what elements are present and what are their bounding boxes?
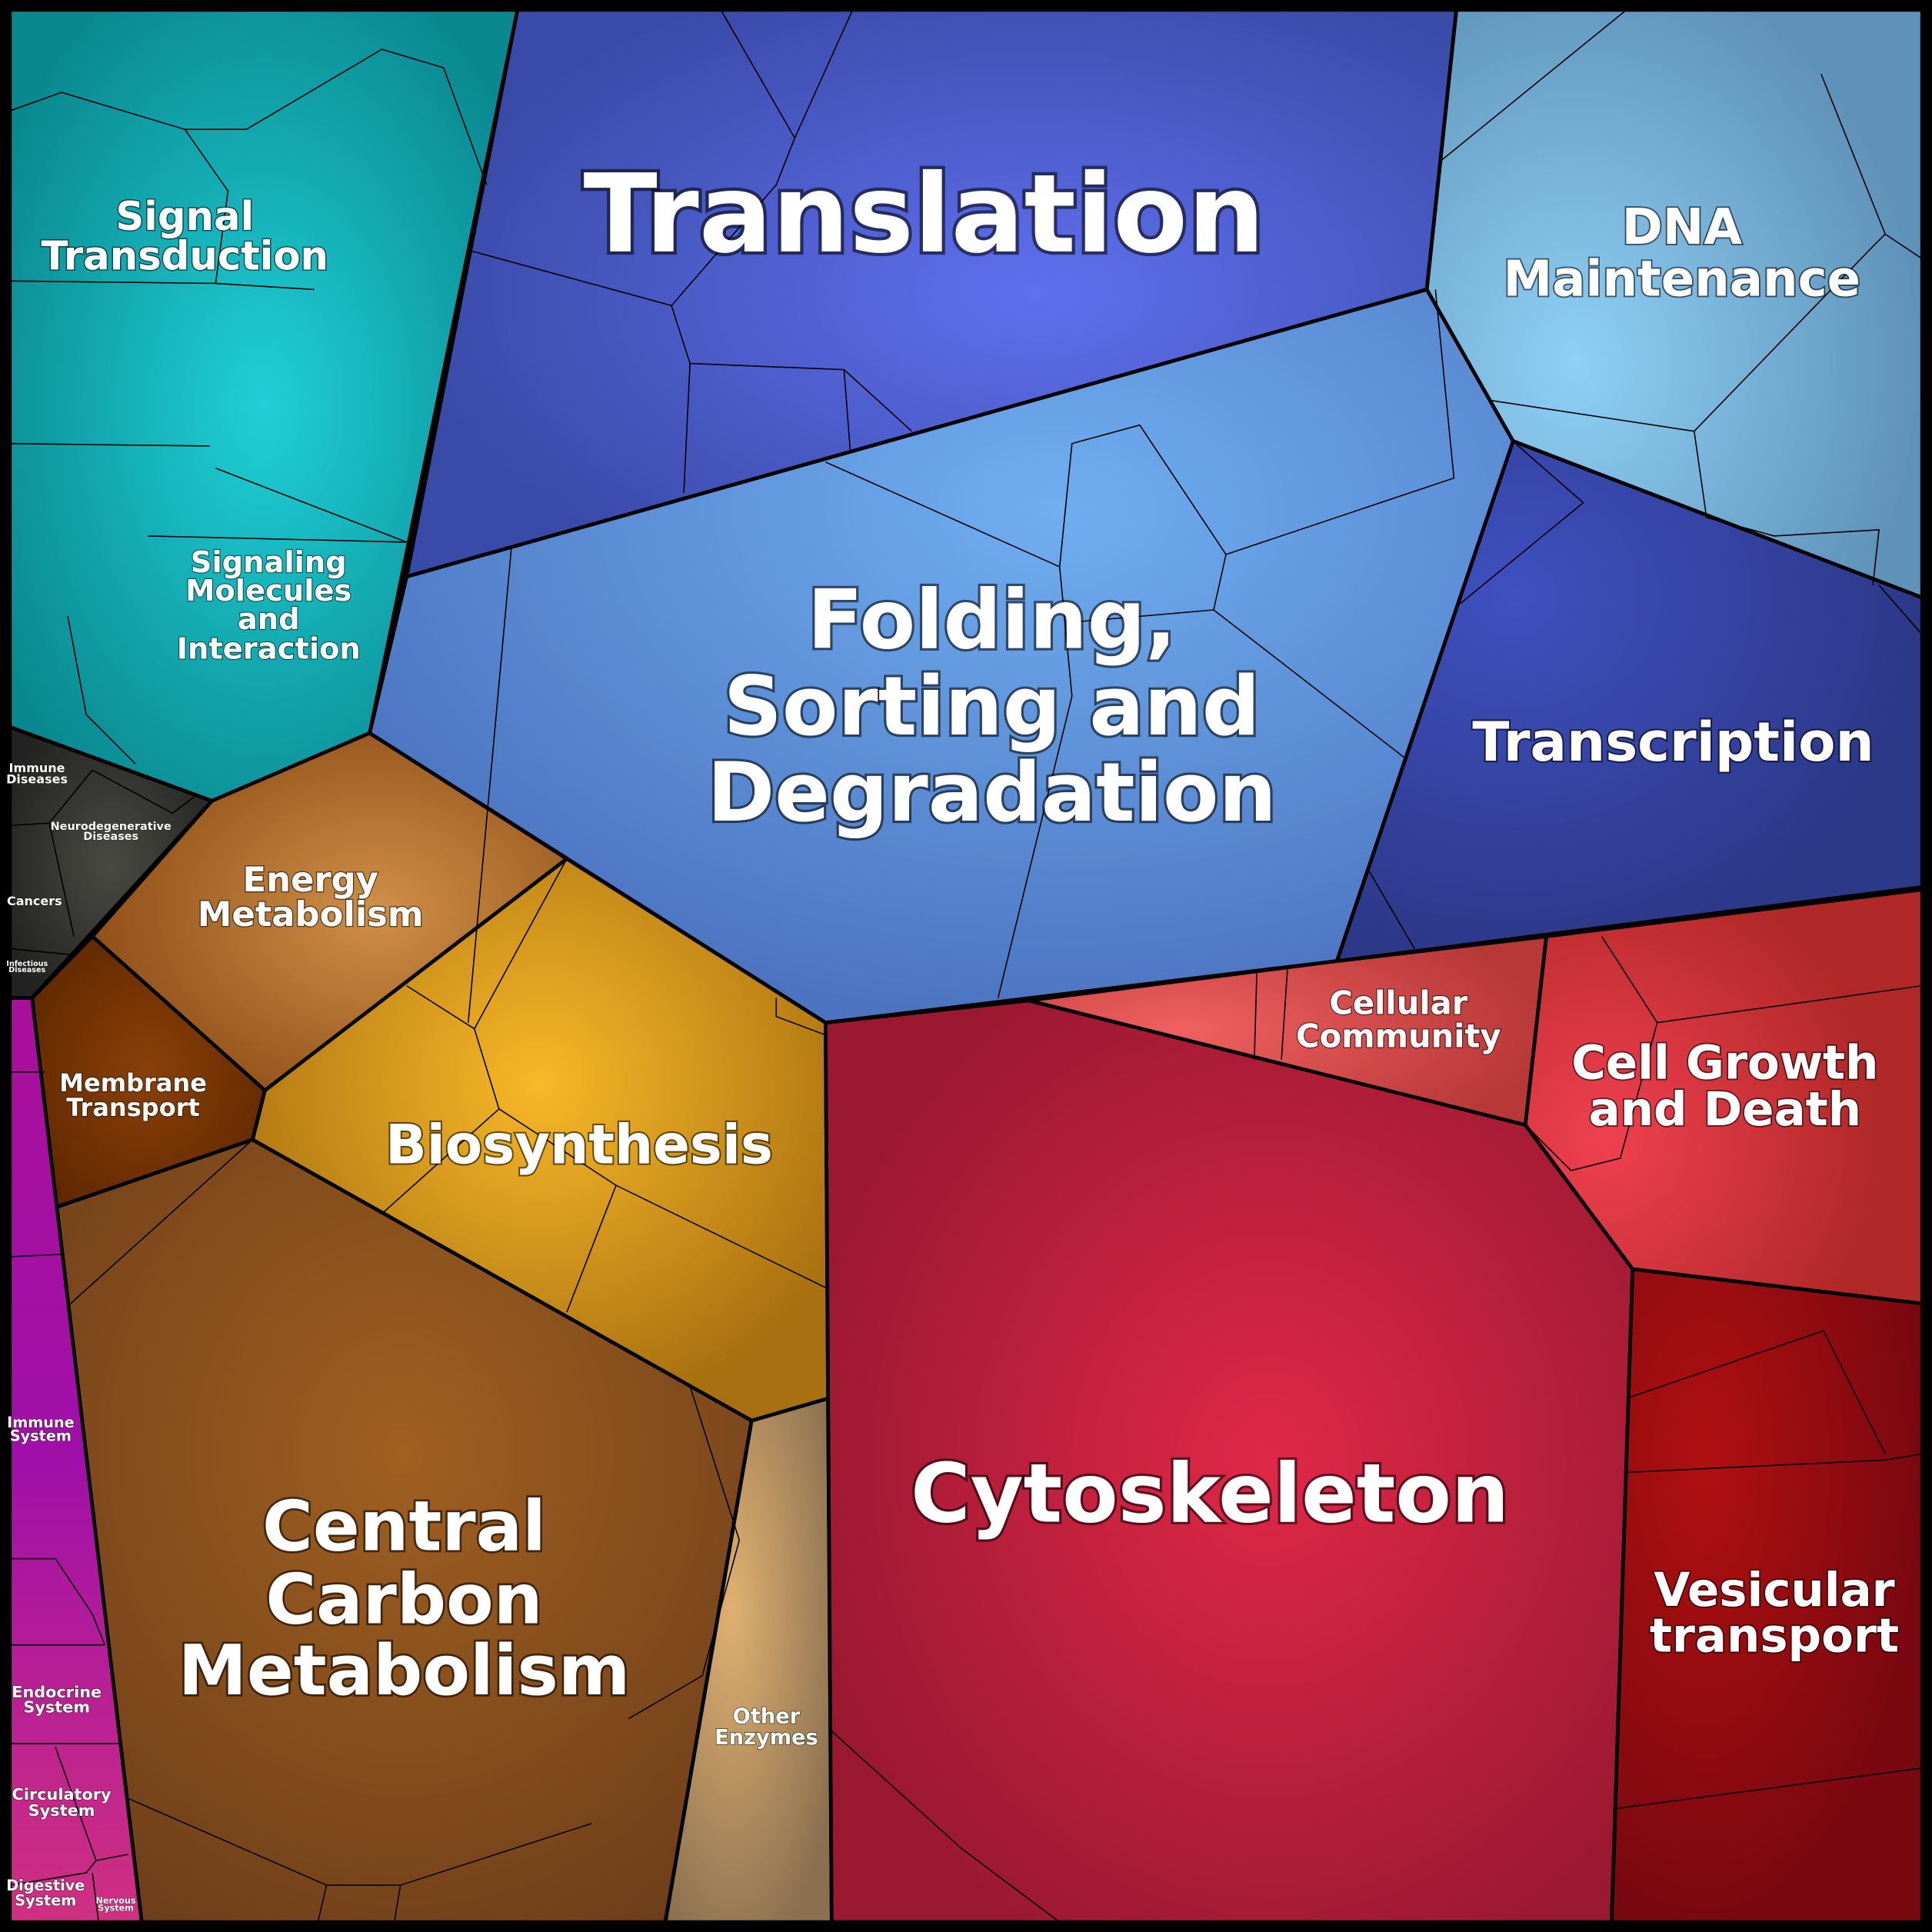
region-label: Immune	[7, 1414, 75, 1431]
cell-border	[9, 769, 198, 1923]
region-label: Transcription	[1472, 711, 1874, 774]
region-label: Translation	[584, 152, 1265, 278]
region-label: Immune	[9, 761, 65, 775]
region-label: Interaction	[177, 631, 361, 666]
region-label: System	[10, 1427, 72, 1444]
region-label: Circulatory	[12, 1785, 112, 1804]
region-label: Diseases	[83, 831, 138, 843]
region-label: Diseases	[8, 966, 45, 974]
region-label: transport	[1650, 1608, 1899, 1663]
cell-border	[67, 1139, 740, 1923]
region-label: System	[98, 1904, 134, 1914]
region-label: Cell Growth	[1571, 1035, 1878, 1090]
region-label: Diseases	[6, 772, 68, 787]
cell-border	[468, 9, 913, 493]
region-label: Signal	[115, 194, 254, 240]
region-label: Degradation	[707, 745, 1276, 840]
region-label: Energy	[243, 859, 378, 900]
region-label: Nervous	[96, 1896, 136, 1906]
region-label: Cellular	[1329, 984, 1467, 1021]
region-label: Transduction	[42, 233, 329, 279]
cell-border	[1367, 443, 1923, 949]
cell-borders	[9, 9, 1923, 1923]
region-label: System	[23, 1697, 90, 1716]
region-label: Enzymes	[715, 1726, 818, 1750]
region-label: Cancers	[7, 894, 62, 908]
region-label: Membrane	[59, 1068, 207, 1098]
region-label: Maintenance	[1503, 251, 1860, 308]
region-label: Molecules	[185, 574, 351, 608]
region-label: Sorting and	[724, 659, 1261, 754]
region-label: Cytoskeleton	[911, 1446, 1509, 1541]
region-label: Vesicular	[1654, 1563, 1894, 1617]
region-label: Metabolism	[198, 894, 424, 934]
region-label: Transport	[66, 1093, 200, 1122]
region-label: Metabolism	[178, 1631, 631, 1711]
region-label: Endocrine	[12, 1683, 102, 1701]
region-label: Other	[733, 1705, 801, 1729]
region-label: Carbon	[265, 1560, 542, 1640]
cell-border	[831, 936, 1923, 1923]
cell-border	[9, 48, 488, 764]
region-label: System	[15, 1891, 76, 1909]
region-label: Folding,	[808, 573, 1177, 668]
region-label: System	[28, 1801, 95, 1820]
region-label: Community	[1296, 1018, 1501, 1055]
cell-border	[381, 858, 826, 1313]
region-label: DNA	[1622, 199, 1743, 256]
region-label: Signaling	[191, 545, 347, 580]
region-label: Central	[262, 1487, 546, 1567]
region-label: Infectious	[6, 960, 48, 968]
region-label: Digestive	[6, 1877, 85, 1894]
region-label: and Death	[1589, 1082, 1861, 1137]
cell-border	[1441, 9, 1923, 586]
cell-border	[467, 289, 1455, 1023]
region-label: and	[238, 602, 300, 637]
region-label: Neurodegenerative	[51, 821, 172, 833]
region-label: Biosynthesis	[385, 1114, 773, 1177]
